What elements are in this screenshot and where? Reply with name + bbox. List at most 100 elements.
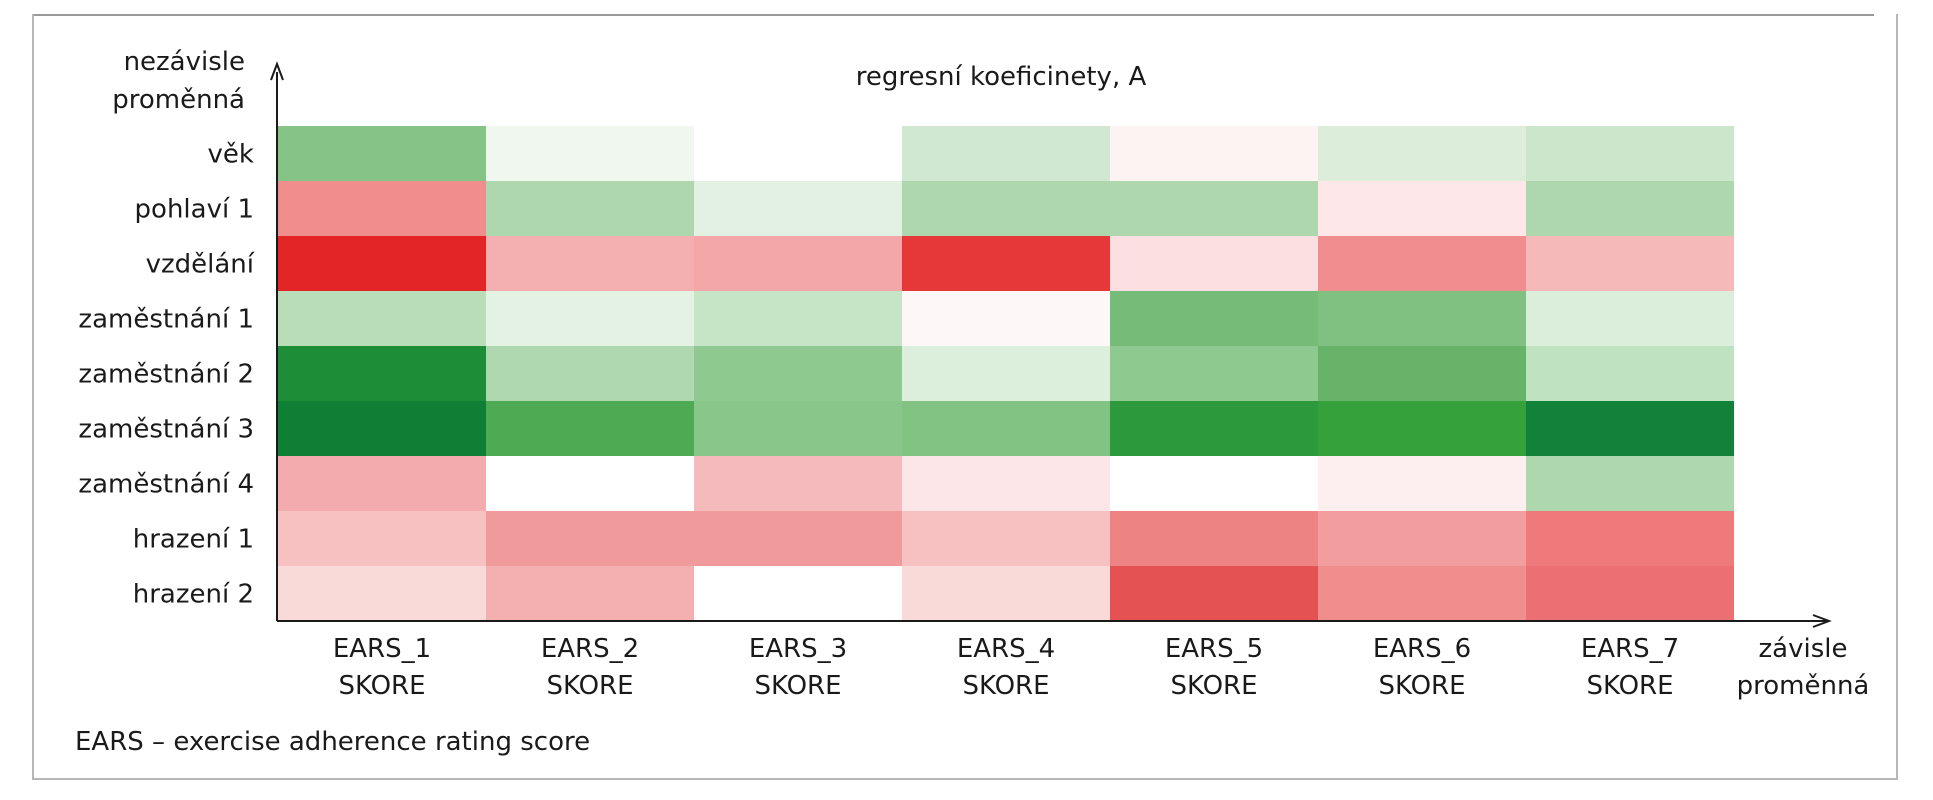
heatmap-cell-r6-c4 bbox=[902, 401, 1110, 456]
heatmap-cell-r7-c3 bbox=[694, 456, 902, 511]
heatmap-cell-r9-c1 bbox=[278, 566, 486, 621]
figure-frame bbox=[32, 14, 1898, 780]
heatmap-cell-r2-c1 bbox=[278, 181, 486, 236]
column-label-line1: EARS_6 bbox=[1373, 634, 1471, 664]
heatmap-cell-r4-c4 bbox=[902, 291, 1110, 346]
heatmap-cell-r1-c6 bbox=[1318, 126, 1526, 181]
top-rule bbox=[32, 14, 1874, 16]
row-labels: věk pohlaví 1 vzdělání zaměstnání 1 zaměstná… bbox=[78, 140, 254, 610]
heatmap-cell-r3-c1 bbox=[278, 236, 486, 291]
heatmap-cell-r7-c5 bbox=[1110, 456, 1318, 511]
heatmap-cell-r8-c5 bbox=[1110, 511, 1318, 566]
column-label-line1: EARS_4 bbox=[957, 634, 1055, 664]
heatmap-cell-r1-c1 bbox=[278, 126, 486, 181]
heatmap-cell-r4-c6 bbox=[1318, 291, 1526, 346]
column-label-line1: EARS_3 bbox=[749, 634, 847, 664]
heatmap-cell-r9-c7 bbox=[1526, 566, 1734, 621]
x-axis-label-line1: závisle bbox=[1759, 634, 1848, 664]
heatmap-cell-r5-c3 bbox=[694, 346, 902, 401]
heatmap-cell-r4-c5 bbox=[1110, 291, 1318, 346]
heatmap-cell-r8-c1 bbox=[278, 511, 486, 566]
heatmap-cell-r3-c4 bbox=[902, 236, 1110, 291]
row-label: zaměstnání 2 bbox=[78, 360, 254, 390]
heatmap-cell-r7-c7 bbox=[1526, 456, 1734, 511]
heatmap-cell-r5-c4 bbox=[902, 346, 1110, 401]
x-axis-arrow bbox=[1812, 614, 1832, 628]
column-label-line2: SKORE bbox=[1378, 671, 1465, 701]
heatmap-cell-r8-c7 bbox=[1526, 511, 1734, 566]
column-labels: EARS_1 SKORE EARS_2 SKORE EARS_3 SKORE EARS_4 S… bbox=[333, 634, 1679, 701]
column-label-line2: SKORE bbox=[962, 671, 1049, 701]
heatmap-cell-r9-c6 bbox=[1318, 566, 1526, 621]
heatmap-cell-r1-c7 bbox=[1526, 126, 1734, 181]
heatmap-cell-r8-c4 bbox=[902, 511, 1110, 566]
heatmap-cell-r8-c6 bbox=[1318, 511, 1526, 566]
heatmap-cell-r6-c7 bbox=[1526, 401, 1734, 456]
heatmap-cell-r3-c6 bbox=[1318, 236, 1526, 291]
heatmap-cell-r3-c2 bbox=[486, 236, 694, 291]
y-axis-label-line2: proměnná bbox=[112, 85, 245, 115]
row-label: vzdělání bbox=[146, 250, 255, 280]
y-axis-label-line1: nezávisle bbox=[124, 47, 245, 77]
column-label-line1: EARS_2 bbox=[541, 634, 639, 664]
heatmap-cell-r5-c2 bbox=[486, 346, 694, 401]
row-label: pohlaví 1 bbox=[135, 195, 254, 225]
heatmap-cell-r3-c3 bbox=[694, 236, 902, 291]
heatmap-cell-r7-c4 bbox=[902, 456, 1110, 511]
row-label: hrazení 1 bbox=[133, 525, 254, 555]
column-label-line2: SKORE bbox=[1586, 671, 1673, 701]
heatmap-cell-r2-c5 bbox=[1110, 181, 1318, 236]
heatmap-cell-r4-c2 bbox=[486, 291, 694, 346]
row-label: zaměstnání 1 bbox=[78, 305, 254, 335]
column-label-line2: SKORE bbox=[338, 671, 425, 701]
heatmap-cell-r4-c7 bbox=[1526, 291, 1734, 346]
heatmap-cell-r2-c4 bbox=[902, 181, 1110, 236]
heatmap-cell-r2-c6 bbox=[1318, 181, 1526, 236]
heatmap-cell-r1-c4 bbox=[902, 126, 1110, 181]
row-label: zaměstnání 4 bbox=[78, 470, 254, 500]
heatmap-cell-r5-c7 bbox=[1526, 346, 1734, 401]
heatmap-cell-r6-c1 bbox=[278, 401, 486, 456]
column-label-line1: EARS_7 bbox=[1581, 634, 1679, 664]
footnote: EARS – exercise adherence rating score bbox=[75, 727, 591, 757]
heatmap-cell-r4-c3 bbox=[694, 291, 902, 346]
column-label-line1: EARS_1 bbox=[333, 634, 431, 664]
heatmap-cell-r4-c1 bbox=[278, 291, 486, 346]
heatmap-cell-r1-c5 bbox=[1110, 126, 1318, 181]
heatmap-cell-r5-c1 bbox=[278, 346, 486, 401]
heatmap-cell-r9-c2 bbox=[486, 566, 694, 621]
heatmap-cell-r1-c3 bbox=[694, 126, 902, 181]
heatmap-cell-r6-c5 bbox=[1110, 401, 1318, 456]
column-label-line2: SKORE bbox=[1170, 671, 1257, 701]
heatmap-cell-r1-c2 bbox=[486, 126, 694, 181]
heatmap-cell-r7-c2 bbox=[486, 456, 694, 511]
x-axis-label-line2: proměnná bbox=[1737, 671, 1870, 701]
column-label-line2: SKORE bbox=[754, 671, 841, 701]
heatmap-cell-r5-c5 bbox=[1110, 346, 1318, 401]
heatmap-cell-r5-c6 bbox=[1318, 346, 1526, 401]
heatmap-cell-r8-c2 bbox=[486, 511, 694, 566]
heatmap-cells bbox=[278, 126, 1734, 621]
heatmap-cell-r9-c4 bbox=[902, 566, 1110, 621]
heatmap-cell-r3-c5 bbox=[1110, 236, 1318, 291]
heatmap-cell-r3-c7 bbox=[1526, 236, 1734, 291]
heatmap-cell-r6-c6 bbox=[1318, 401, 1526, 456]
chart-title: regresní koeficinety, A bbox=[856, 62, 1147, 92]
row-label: zaměstnání 3 bbox=[78, 415, 254, 445]
heatmap-cell-r9-c3 bbox=[694, 566, 902, 621]
column-label-line1: EARS_5 bbox=[1165, 634, 1263, 664]
row-label: hrazení 2 bbox=[133, 580, 254, 610]
y-axis-arrow bbox=[270, 61, 284, 81]
column-label-line2: SKORE bbox=[546, 671, 633, 701]
heatmap-cell-r8-c3 bbox=[694, 511, 902, 566]
row-label: věk bbox=[208, 140, 254, 170]
heatmap-cell-r7-c1 bbox=[278, 456, 486, 511]
heatmap-cell-r2-c3 bbox=[694, 181, 902, 236]
heatmap-cell-r6-c3 bbox=[694, 401, 902, 456]
heatmap-cell-r7-c6 bbox=[1318, 456, 1526, 511]
heatmap-cell-r6-c2 bbox=[486, 401, 694, 456]
heatmap-cell-r2-c2 bbox=[486, 181, 694, 236]
heatmap-cell-r2-c7 bbox=[1526, 181, 1734, 236]
heatmap-cell-r9-c5 bbox=[1110, 566, 1318, 621]
